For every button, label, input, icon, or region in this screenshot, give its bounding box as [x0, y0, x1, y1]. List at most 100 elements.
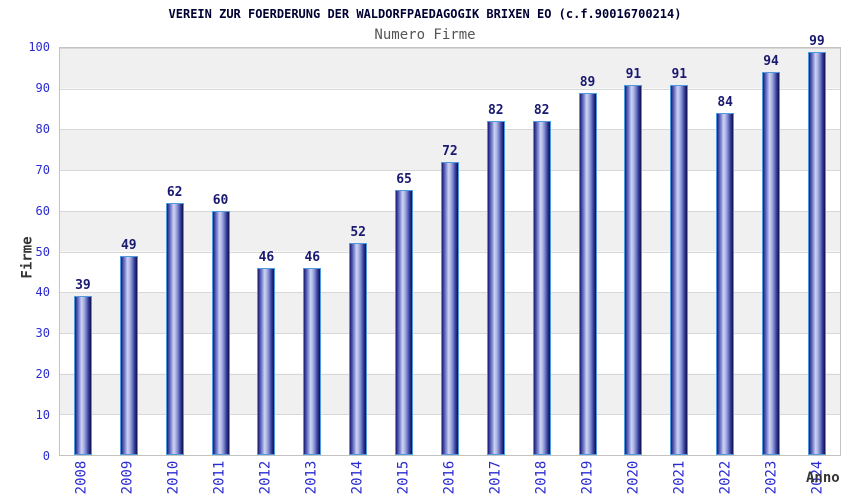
- x-tick-label-2021: 2021: [671, 460, 688, 495]
- x-tick-slot-2013: 2013: [289, 458, 335, 500]
- bar-value-label: 82: [533, 103, 550, 119]
- y-tick-label-10: 10: [35, 408, 50, 423]
- x-tick-label-2018: 2018: [533, 460, 550, 495]
- bar-2023: 94: [762, 54, 781, 455]
- bar-value-label: 99: [809, 34, 825, 50]
- x-tick-slot-2009: 2009: [105, 458, 151, 500]
- bar-slot-2021: 91: [656, 48, 702, 455]
- gridline-80: [60, 129, 840, 131]
- bar-slot-2014: 52: [335, 48, 381, 455]
- bar-2016: 72: [440, 144, 459, 455]
- bar-value-label: 91: [671, 66, 688, 82]
- bar-slot-2015: 65: [381, 48, 427, 455]
- x-tick-label-2015: 2015: [395, 460, 412, 495]
- bar-slot-2008: 39: [60, 48, 106, 455]
- bar-slot-2011: 60: [198, 48, 244, 455]
- bar-slot-2012: 46: [244, 48, 290, 455]
- bar-value-label: 49: [120, 237, 137, 253]
- bar-slot-2009: 49: [106, 48, 152, 455]
- x-tick-slot-2015: 2015: [381, 458, 427, 500]
- x-tick-slot-2010: 2010: [151, 458, 197, 500]
- bar-2008: 39: [73, 278, 92, 455]
- bar-slot-2022: 84: [702, 48, 748, 455]
- y-tick-label-40: 40: [35, 285, 50, 300]
- x-tick-slot-2012: 2012: [243, 458, 289, 500]
- bar-2015: 65: [395, 172, 414, 455]
- x-tick-label-2009: 2009: [119, 460, 136, 495]
- x-tick-slot-2022: 2022: [703, 458, 749, 500]
- y-axis-title: Firme: [19, 236, 36, 279]
- bar-2020: 91: [624, 67, 643, 455]
- x-tick-label-2010: 2010: [165, 460, 182, 495]
- bar-value-label: 60: [212, 192, 229, 208]
- x-tick-label-2023: 2023: [763, 460, 780, 495]
- y-tick-label-50: 50: [35, 244, 50, 259]
- gridline-90: [60, 88, 840, 90]
- bar-2018: 82: [532, 103, 551, 455]
- bar-value-label: 82: [487, 103, 504, 119]
- x-tick-slot-2023: 2023: [749, 458, 795, 500]
- bar-2019: 89: [578, 75, 597, 455]
- x-tick-slot-2008: 2008: [59, 458, 105, 500]
- x-tick-slot-2017: 2017: [473, 458, 519, 500]
- x-tick-slot-2018: 2018: [519, 458, 565, 500]
- x-axis-ticks: 2008 2009 2010 2011 2012 2013 2014 2015 2016 2017…: [59, 458, 841, 500]
- x-tick-label-2014: 2014: [349, 460, 366, 495]
- x-tick-slot-2016: 2016: [427, 458, 473, 500]
- x-tick-label-2011: 2011: [211, 460, 228, 495]
- bar-value-label: 94: [763, 54, 779, 70]
- bar-slot-2013: 46: [289, 48, 335, 455]
- bar-2010: 62: [165, 185, 184, 455]
- bar-2013: 46: [303, 250, 322, 455]
- bar-2014: 52: [349, 225, 368, 455]
- x-tick-slot-2020: 2020: [611, 458, 657, 500]
- bar-slot-2020: 91: [611, 48, 657, 455]
- bar-2024: 99: [807, 34, 826, 455]
- x-tick-label-2008: 2008: [73, 460, 90, 495]
- bar-value-label: 52: [350, 225, 367, 241]
- bar-2012: 46: [257, 250, 276, 455]
- x-tick-label-2017: 2017: [487, 460, 504, 495]
- x-tick-slot-2019: 2019: [565, 458, 611, 500]
- x-tick-slot-2011: 2011: [197, 458, 243, 500]
- y-tick-label-30: 30: [35, 326, 50, 341]
- bar-value-label: 62: [166, 184, 183, 200]
- chart-subtitle: Numero Firme: [374, 27, 476, 43]
- x-axis-title: Anno: [806, 470, 840, 486]
- bar-slot-2024: 99: [794, 34, 840, 455]
- bar-value-label: 89: [579, 74, 596, 90]
- bar-slot-2019: 89: [565, 48, 611, 455]
- bar-2021: 91: [670, 67, 689, 455]
- gridline-100: [60, 48, 840, 49]
- x-tick-label-2022: 2022: [717, 460, 734, 495]
- y-tick-label-100: 100: [28, 40, 50, 54]
- x-tick-slot-2021: 2021: [657, 458, 703, 500]
- bar-value-label: 72: [442, 143, 458, 159]
- y-tick-label-80: 80: [35, 121, 50, 136]
- bar-value-label: 84: [717, 95, 734, 111]
- bar-2017: 82: [486, 103, 505, 455]
- y-tick-label-20: 20: [35, 367, 50, 382]
- y-tick-label-60: 60: [35, 203, 50, 218]
- x-tick-label-2012: 2012: [257, 460, 274, 495]
- y-tick-label-90: 90: [35, 80, 50, 95]
- chart-title: VEREIN ZUR FOERDERUNG DER WALDORFPAEDAGO…: [168, 7, 682, 21]
- x-tick-slot-2014: 2014: [335, 458, 381, 500]
- bars-layer: 39 49 62 60 46 46 52 65 72 82 82 89 91 91 84 94 99: [60, 34, 840, 455]
- bar-value-label: 65: [396, 172, 412, 188]
- y-tick-label-0: 0: [42, 449, 50, 463]
- x-tick-label-2016: 2016: [441, 460, 458, 495]
- bar-value-label: 46: [304, 249, 321, 265]
- y-tick-label-70: 70: [35, 162, 50, 177]
- bar-2009: 49: [119, 238, 138, 455]
- bar-slot-2023: 94: [748, 48, 794, 455]
- bar-slot-2016: 72: [427, 48, 473, 455]
- plot-area: 39 49 62 60 46 46 52 65 72 82 82 89 91 91 84 94 99: [59, 34, 841, 456]
- bar-slot-2010: 62: [152, 48, 198, 455]
- bar-value-label: 91: [625, 66, 642, 82]
- bar-2022: 84: [716, 95, 735, 455]
- bar-slot-2017: 82: [473, 48, 519, 455]
- bar-value-label: 46: [258, 249, 275, 265]
- bar-value-label: 39: [75, 278, 91, 294]
